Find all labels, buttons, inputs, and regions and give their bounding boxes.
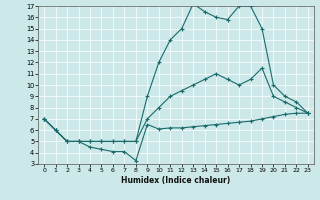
X-axis label: Humidex (Indice chaleur): Humidex (Indice chaleur) — [121, 176, 231, 185]
